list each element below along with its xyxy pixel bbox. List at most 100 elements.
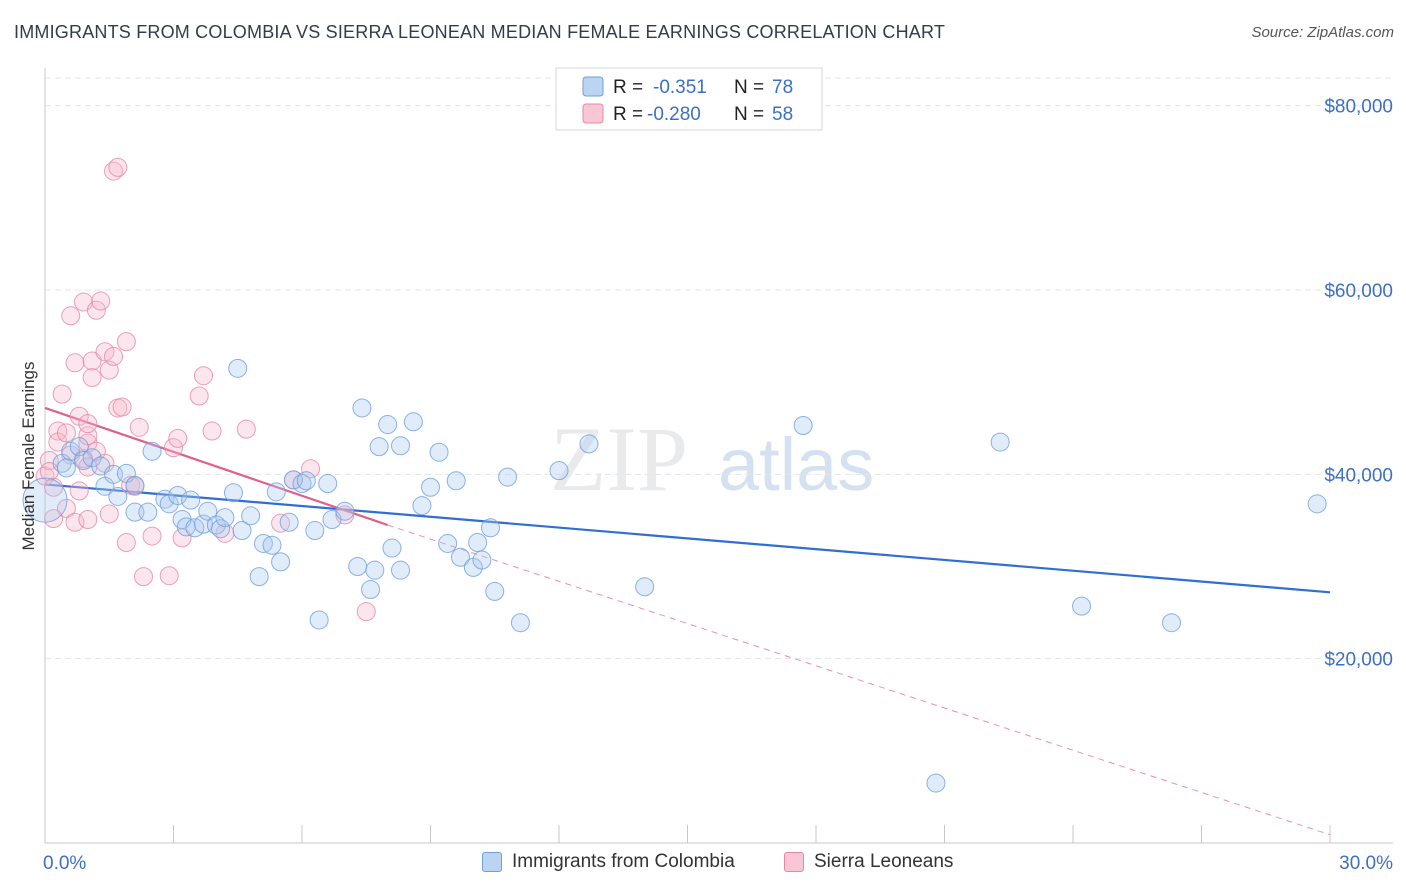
- point-sierra-leone: [52, 384, 72, 404]
- point-colombia: [296, 471, 316, 491]
- legend-n-value-1: 78: [772, 77, 793, 98]
- point-sierra-leone: [236, 419, 256, 439]
- point-sierra-leone: [164, 438, 183, 458]
- point-colombia: [438, 533, 458, 553]
- point-colombia: [249, 567, 269, 587]
- legend-n-label-2: N =: [734, 104, 764, 125]
- point-colombia: [309, 610, 329, 630]
- legend-item-sierra-leone: Sierra Leoneans: [784, 851, 953, 873]
- legend-n-value-2: 58: [772, 104, 793, 125]
- point-colombia: [391, 560, 411, 580]
- point-colombia: [926, 773, 946, 793]
- point-sierra-leone: [189, 386, 209, 406]
- point-colombia: [241, 506, 261, 526]
- point-sierra-leone: [91, 291, 111, 311]
- series-legend: Immigrants from Colombia Sierra Leoneans: [0, 851, 1406, 881]
- point-colombia: [266, 482, 286, 502]
- point-sierra-leone: [108, 157, 128, 177]
- source-credit: Source: ZipAtlas.com: [1251, 24, 1394, 41]
- point-colombia: [635, 577, 655, 597]
- point-sierra-leone: [82, 368, 102, 388]
- point-colombia: [498, 467, 518, 487]
- point-colombia: [125, 475, 145, 495]
- point-sierra-leone: [61, 306, 81, 326]
- point-sierra-leone: [69, 481, 89, 501]
- point-colombia: [228, 358, 248, 378]
- point-colombia: [1072, 596, 1092, 616]
- point-sierra-leone: [134, 567, 154, 587]
- legend-swatch-sierra-leone: [582, 103, 604, 124]
- legend-item-colombia: Immigrants from Colombia: [482, 851, 735, 873]
- point-sierra-leone: [129, 417, 149, 437]
- point-colombia: [352, 398, 372, 418]
- point-colombia: [549, 461, 569, 481]
- point-sierra-leone: [142, 526, 162, 546]
- point-colombia: [412, 496, 432, 516]
- point-colombia: [348, 556, 368, 576]
- point-colombia: [382, 538, 402, 558]
- point-colombia: [421, 477, 440, 497]
- legend-r-label-1: R =: [613, 77, 643, 98]
- data-points: [22, 157, 1327, 793]
- point-colombia: [215, 508, 235, 528]
- point-colombia: [223, 483, 243, 503]
- chart-title: IMMIGRANTS FROM COLOMBIA VS SIERRA LEONE…: [14, 22, 946, 42]
- y-tick-labels: $20,000 $40,000 $60,000 $80,000: [1324, 97, 1393, 671]
- point-colombia: [485, 581, 505, 601]
- y-tick-label: $40,000: [1324, 465, 1393, 486]
- point-colombia: [378, 415, 398, 435]
- x-tick-label-max: 30.0%: [1339, 853, 1393, 874]
- point-sierra-leone: [301, 459, 321, 479]
- point-colombia: [22, 477, 68, 523]
- trend-lines: [44, 406, 1331, 836]
- point-colombia: [446, 471, 466, 491]
- point-colombia: [318, 474, 338, 494]
- point-colombia: [468, 533, 488, 553]
- legend-swatch-sierra-leone: [784, 852, 804, 872]
- point-colombia: [56, 458, 76, 478]
- point-colombia: [271, 552, 291, 572]
- legend-label-sierra-leone: Sierra Leoneans: [814, 851, 954, 872]
- y-tick-label: $20,000: [1324, 650, 1393, 671]
- point-colombia: [391, 436, 411, 456]
- point-sierra-leone: [78, 414, 98, 434]
- legend-r-label-2: R =: [613, 104, 643, 125]
- point-colombia: [232, 521, 252, 541]
- point-sierra-leone: [202, 421, 222, 441]
- point-colombia: [211, 519, 231, 539]
- point-colombia: [472, 550, 492, 570]
- x-tick-labels: 0.0% 30.0%: [43, 853, 1393, 874]
- point-colombia: [403, 412, 423, 432]
- point-sierra-leone: [104, 346, 124, 366]
- legend-r-value-2: -0.280: [647, 104, 701, 125]
- point-colombia: [450, 547, 470, 567]
- point-sierra-leone: [168, 428, 188, 448]
- point-colombia: [429, 442, 449, 462]
- point-colombia: [181, 490, 201, 510]
- point-colombia: [480, 518, 500, 538]
- point-colombia: [1162, 613, 1182, 633]
- point-colombia: [369, 437, 389, 457]
- point-colombia: [335, 501, 355, 521]
- y-tick-label: $80,000: [1324, 97, 1393, 118]
- point-sierra-leone: [44, 509, 64, 529]
- trend-line-sierra-leone-extension: [387, 524, 1331, 836]
- legend-n-label-1: N =: [734, 77, 764, 98]
- stats-legend: R = -0.351 N = 78 R = -0.280 N = 58: [555, 67, 823, 131]
- point-colombia: [61, 441, 81, 461]
- point-sierra-leone: [159, 566, 179, 586]
- watermark-zip: ZIP: [550, 408, 688, 510]
- point-colombia: [365, 560, 385, 580]
- y-tick-label: $60,000: [1324, 281, 1393, 302]
- legend-swatch-colombia: [582, 76, 604, 97]
- point-sierra-leone: [56, 498, 76, 518]
- x-tick-label-min: 0.0%: [43, 853, 86, 874]
- trend-line-sierra-leone: [44, 406, 389, 527]
- point-sierra-leone: [95, 342, 115, 362]
- point-colombia: [168, 486, 188, 506]
- point-sierra-leone: [99, 504, 119, 524]
- point-colombia: [793, 415, 813, 435]
- point-sierra-leone: [116, 332, 136, 352]
- trend-line-colombia: [44, 483, 1331, 594]
